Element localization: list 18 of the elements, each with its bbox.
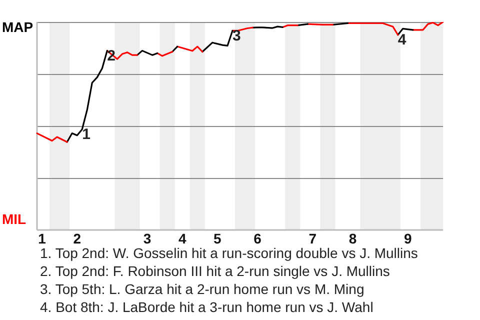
x-tick-label: 8 (348, 230, 357, 246)
text: 1. Top 2nd: W. Gosselin hit a run-scoring double vs J. Mullins (40, 244, 418, 262)
x-tick-label: 3 (143, 230, 152, 246)
x-tick-label: 5 (214, 230, 222, 246)
text: MAP (2, 18, 34, 35)
annotation: 1 (82, 126, 90, 143)
x-tick-label: 7 (308, 230, 317, 246)
x-tick-label: 6 (254, 230, 262, 246)
text: MIL (2, 210, 27, 227)
x-tick-label: 2 (73, 230, 82, 246)
x-tick-label: 1 (38, 230, 46, 246)
x-tick-label: 9 (404, 230, 412, 246)
annotation: 3 (232, 27, 241, 44)
text: 4. Bot 8th: J. LaBorde hit a 3-run home run vs J. Wahl (40, 298, 374, 316)
x-tick-label: 4 (178, 230, 186, 246)
annotation: 4 (398, 32, 407, 49)
text: 2. Top 2nd: F. Robinson III hit a 2-run single vs J. Mullins (40, 262, 391, 280)
text: 3. Top 5th: L. Garza hit a 2-run home run vs M. Ming (40, 280, 366, 298)
